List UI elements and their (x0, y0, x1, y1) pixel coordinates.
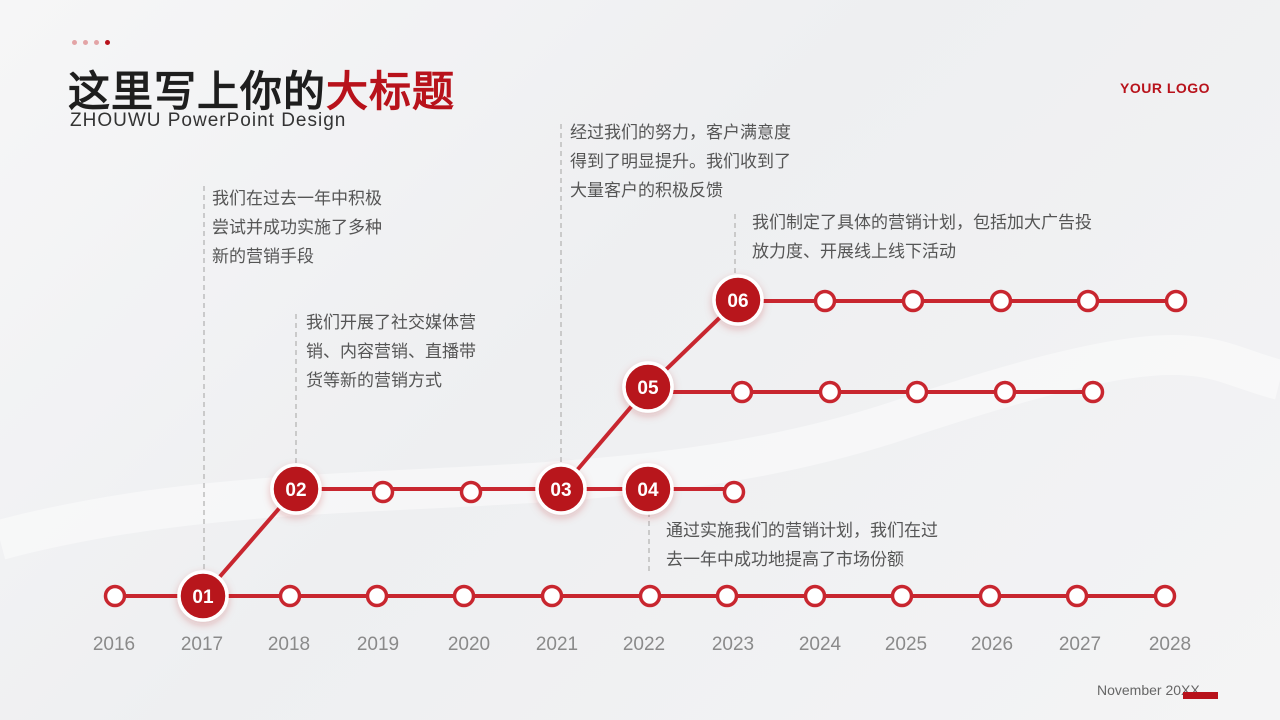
page-title: 这里写上你的大标题 (68, 68, 456, 115)
timeline-node (715, 584, 739, 608)
note-03: 经过我们的努力，客户满意度 得到了明显提升。我们收到了 大量客户的积极反馈 (570, 118, 791, 205)
timeline-node (905, 380, 929, 404)
milestone-label-02: 02 (285, 480, 306, 501)
timeline-node (803, 584, 827, 608)
milestone-circle-01 (177, 570, 229, 622)
background-swoosh (0, 335, 1280, 560)
note-02-line: 货等新的营销方式 (306, 371, 442, 390)
page-subtitle: ZHOUWU PowerPoint Design (70, 110, 347, 131)
timeline-node (1153, 584, 1177, 608)
year-label: 2026 (971, 634, 1013, 655)
year-label: 2018 (268, 634, 310, 655)
note-01-line: 我们在过去一年中积极 (212, 189, 382, 208)
year-label: 2022 (623, 634, 665, 655)
timeline-node (365, 584, 389, 608)
timeline-node (1081, 380, 1105, 404)
timeline-node (901, 289, 925, 313)
milestone-label-05: 05 (637, 378, 659, 399)
timeline-node (371, 480, 395, 504)
year-label: 2020 (448, 634, 490, 655)
note-03-line: 大量客户的积极反馈 (570, 181, 723, 200)
year-label: 2025 (885, 634, 927, 655)
decor-dots (72, 40, 110, 45)
timeline-node (813, 289, 837, 313)
year-label: 2027 (1059, 634, 1101, 655)
timeline-node (540, 584, 564, 608)
milestone-circle-03 (535, 463, 587, 515)
note-02-line: 我们开展了社交媒体营 (306, 313, 476, 332)
note-01-line: 尝试并成功实施了多种 (212, 218, 382, 237)
note-06: 我们制定了具体的营销计划，包括加大广告投 放力度、开展线上线下活动 (752, 208, 1092, 266)
note-03-line: 得到了明显提升。我们收到了 (570, 152, 791, 171)
milestone-label-06: 06 (727, 291, 748, 312)
timeline-node (278, 584, 302, 608)
year-label: 2017 (181, 634, 223, 655)
timeline-node (993, 380, 1017, 404)
year-label: 2028 (1149, 634, 1191, 655)
note-06-line: 放力度、开展线上线下活动 (752, 242, 956, 261)
year-label: 2019 (357, 634, 399, 655)
timeline-node (103, 584, 127, 608)
timeline-node (890, 584, 914, 608)
note-02-line: 销、内容营销、直播带 (306, 342, 476, 361)
year-label: 2016 (93, 634, 135, 655)
note-01-line: 新的营销手段 (212, 247, 314, 266)
timeline-node (989, 289, 1013, 313)
milestone-label-03: 03 (550, 480, 571, 501)
milestone-circle-04 (622, 463, 674, 515)
timeline-node (722, 480, 746, 504)
note-04: 通过实施我们的营销计划，我们在过 去一年中成功地提高了市场份额 (666, 516, 938, 574)
logo: YOUR LOGO (1120, 80, 1211, 96)
milestone-label-04: 04 (637, 480, 659, 501)
milestone-circle-05 (622, 361, 674, 413)
timeline-node (818, 380, 842, 404)
milestone-circle-02 (270, 463, 322, 515)
year-label: 2023 (712, 634, 754, 655)
timeline-node (459, 480, 483, 504)
timeline-node (978, 584, 1002, 608)
note-02: 我们开展了社交媒体营 销、内容营销、直播带 货等新的营销方式 (306, 308, 476, 395)
timeline-node (1065, 584, 1089, 608)
page-title-accent: 大标题 (326, 68, 456, 115)
milestone-circle-06 (712, 274, 764, 326)
timeline-node (730, 380, 754, 404)
note-03-line: 经过我们的努力，客户满意度 (570, 123, 791, 142)
timeline-node (452, 584, 476, 608)
note-04-line: 去一年中成功地提高了市场份额 (666, 550, 904, 569)
footer-accent-bar (1183, 692, 1218, 699)
note-01: 我们在过去一年中积极 尝试并成功实施了多种 新的营销手段 (212, 184, 382, 271)
milestone-label-01: 01 (192, 587, 214, 608)
note-04-line: 通过实施我们的营销计划，我们在过 (666, 521, 938, 540)
note-06-line: 我们制定了具体的营销计划，包括加大广告投 (752, 213, 1092, 232)
year-label: 2024 (799, 634, 842, 655)
timeline-node (638, 584, 662, 608)
year-label: 2021 (536, 634, 578, 655)
footer-date: November 20XX (1097, 682, 1200, 698)
timeline-node (1164, 289, 1188, 313)
timeline-node (1076, 289, 1100, 313)
